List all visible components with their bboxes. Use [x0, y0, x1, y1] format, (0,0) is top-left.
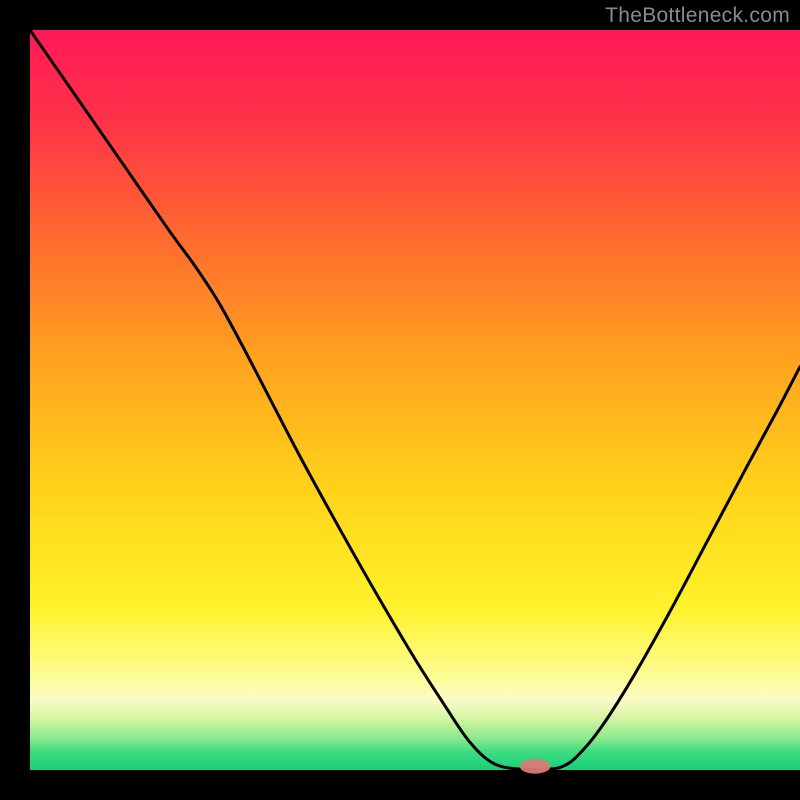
bottleneck-chart: [0, 0, 800, 800]
chart-frame: TheBottleneck.com: [0, 0, 800, 800]
optimal-point-marker: [520, 759, 551, 774]
watermark-text: TheBottleneck.com: [605, 4, 790, 28]
